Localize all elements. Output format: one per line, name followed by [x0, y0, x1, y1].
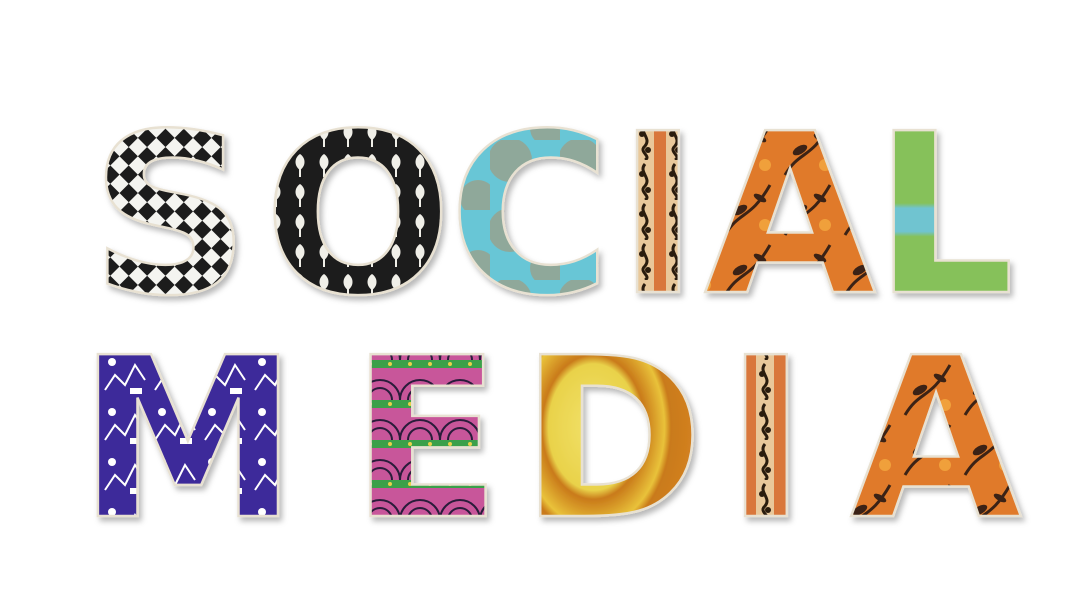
letter-a-media-4: A: [850, 311, 1022, 569]
letter-i-media-3: I: [725, 311, 808, 569]
letter-d-media-2: D: [520, 311, 704, 569]
letter-c-social-2: C: [449, 87, 612, 345]
letter-s-social-0: S: [90, 87, 250, 345]
word-social: S OC I AL: [89, 86, 1016, 347]
letter-m-media-0: M: [78, 311, 299, 569]
letter-o-social-1: O: [264, 87, 453, 345]
letter-a-social-4: A: [704, 87, 876, 345]
letter-e-media-1: E: [350, 311, 502, 569]
letter-l-social-5: L: [873, 87, 1014, 345]
letter-i-social-3: I: [617, 87, 700, 345]
